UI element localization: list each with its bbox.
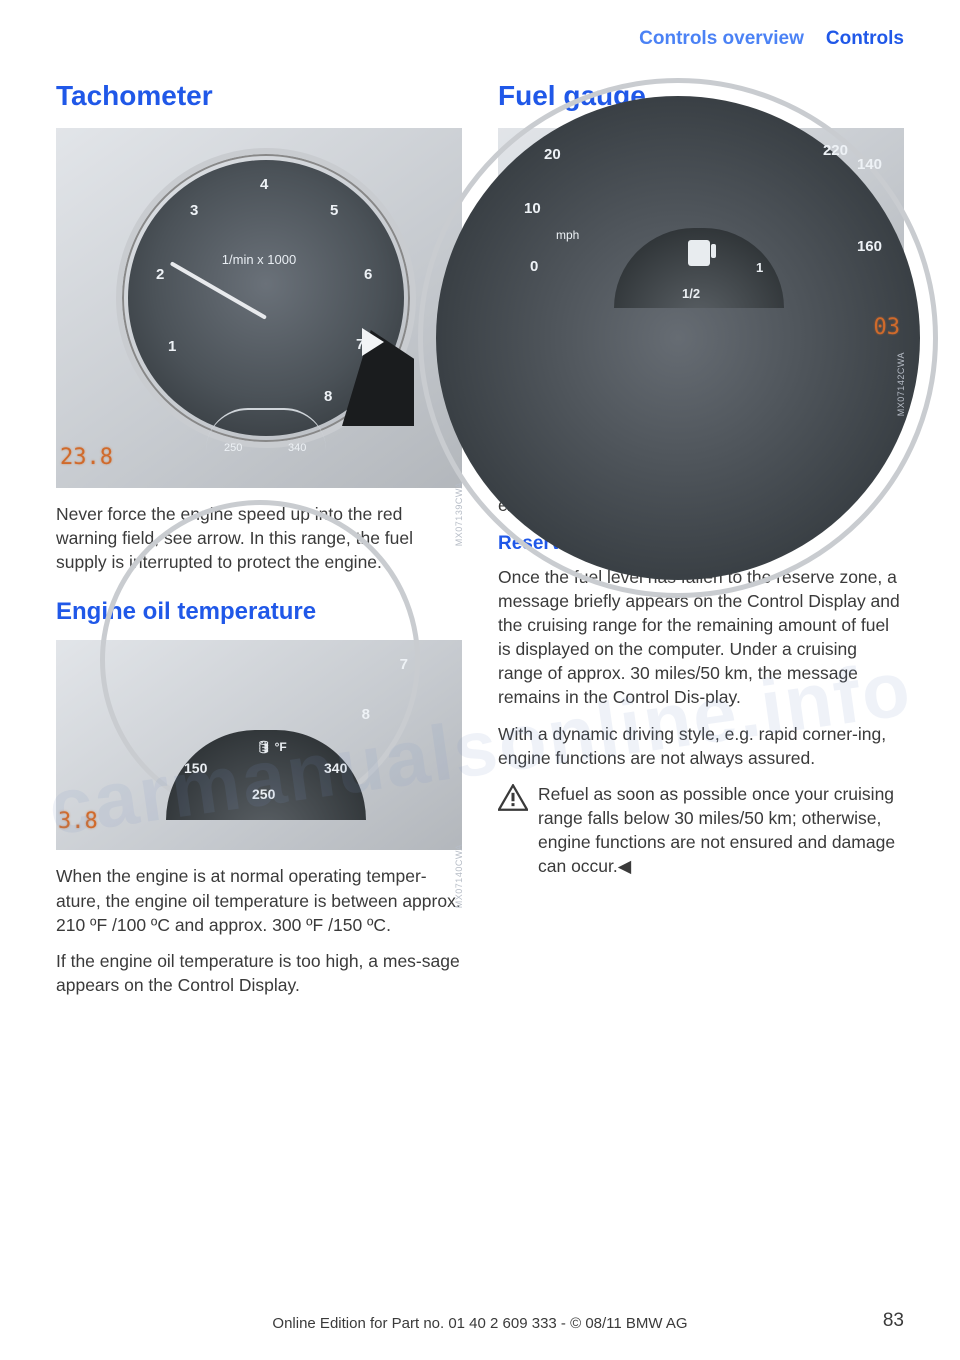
page-header: Controls overview Controls [56,28,904,50]
fuel-half: 1/2 [682,286,700,301]
warning-block: Refuel as soon as possible once your cru… [498,782,904,879]
tick-5: 5 [330,202,338,219]
engine-oil-figure: 3.8 7 8 150 🛢 °F 340 250 MX07140CWA [56,640,462,850]
tick-2: 2 [156,266,164,283]
speed-220: 220 [823,142,848,159]
tick-1: 1 [168,338,176,355]
fuel-gauge-figure: 0 10 20 220 140 160 mph 1/2 1 03 MX07142… [498,128,904,358]
speed-160: 160 [857,238,882,255]
speed-10: 10 [524,200,541,217]
tachometer-figure: 23.8 1 2 3 4 5 6 7 8 1/min x 1000 [56,128,462,488]
left-column: Tachometer 23.8 1 2 3 4 5 6 7 8 [56,80,462,1009]
figure-code: MX07139CWA [454,482,464,546]
two-column-layout: Tachometer 23.8 1 2 3 4 5 6 7 8 [56,80,904,1009]
page-footer: Online Edition for Part no. 01 40 2 609 … [56,1310,904,1332]
warning-triangle-icon [498,784,528,811]
warning-text: Refuel as soon as possible once your cru… [538,782,904,879]
fuel-pump-icon [688,240,710,266]
page-number: 83 [883,1310,904,1332]
tick-4: 4 [260,176,268,193]
tick-6: 6 [364,266,372,283]
gauge-unit-label: 1/min x 1000 [56,252,462,267]
oil-sub-340: 340 [288,442,306,454]
tick-7: 7 [400,656,408,673]
trip-readout-fragment: 23.8 [60,445,113,470]
tachometer-heading: Tachometer [56,80,462,112]
tick-8: 8 [324,388,332,405]
footer-edition: Online Edition for Part no. 01 40 2 609 … [272,1315,687,1332]
reserve-body-2: With a dynamic driving style, e.g. rapid… [498,722,904,770]
oil-340: 340 [324,760,347,776]
odo-fragment: 03 [874,315,901,340]
right-column: Fuel gauge 0 10 20 220 140 160 mph 1/2 [498,80,904,1009]
speed-unit: mph [556,228,579,242]
speedo-face-fragment [436,96,920,580]
manual-page: Controls overview Controls Tachometer 23… [0,0,960,1360]
oil-150: 150 [184,760,207,776]
fuel-full: 1 [756,260,763,275]
oil-250: 250 [252,786,275,802]
engine-oil-body-1: When the engine is at normal operating t… [56,864,462,936]
oil-sub-250: 250 [224,442,242,454]
speed-140: 140 [857,156,882,173]
speed-0: 0 [530,258,538,275]
header-section: Controls overview [639,28,804,50]
speed-20: 20 [544,146,561,163]
oil-unit-text: °F [275,740,287,754]
oil-unit: 🛢 °F [256,740,287,754]
engine-oil-body-2: If the engine oil temperature is too hig… [56,949,462,997]
trip-readout-fragment: 3.8 [58,809,98,834]
figure-code: MX07142CWA [896,352,906,416]
header-chapter: Controls [826,28,904,50]
tick-8: 8 [362,706,370,723]
figure-code: MX07140CWA [454,844,464,908]
tick-3: 3 [190,202,198,219]
redline-arrow-icon [362,328,384,356]
